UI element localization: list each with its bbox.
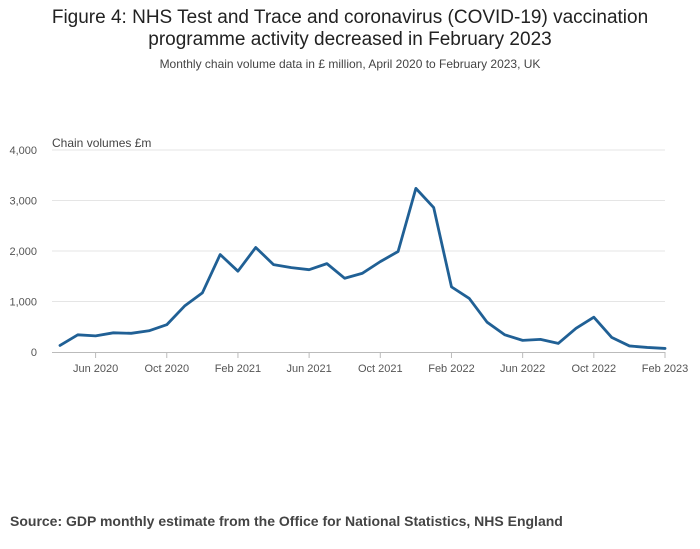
y-axis-label: Chain volumes £m: [52, 136, 151, 150]
x-tick-label: Jun 2021: [286, 363, 331, 375]
x-tick-label: Jun 2022: [500, 363, 545, 375]
data-point: [181, 302, 189, 310]
data-point: [252, 243, 260, 251]
y-tick-label: 3,000: [9, 196, 37, 208]
data-point: [625, 342, 633, 350]
data-point: [359, 269, 367, 277]
data-point: [127, 329, 135, 337]
y-tick-label: 4,000: [9, 145, 37, 157]
y-tick-label: 2,000: [9, 246, 37, 258]
chart-title: Figure 4: NHS Test and Trace and coronav…: [0, 7, 700, 51]
gridlines: [52, 149, 665, 302]
data-point: [661, 344, 669, 352]
data-point: [465, 294, 473, 302]
data-point: [163, 321, 171, 329]
x-tick-label: Oct 2022: [572, 363, 617, 375]
data-point: [554, 339, 562, 347]
x-tick-label: Feb 2023: [642, 363, 688, 375]
data-point: [145, 327, 153, 335]
data-point: [74, 331, 82, 339]
data-point: [590, 313, 598, 321]
data-point: [216, 251, 224, 259]
data-point: [270, 261, 278, 269]
data-point: [92, 332, 100, 340]
data-point: [572, 324, 580, 332]
y-tick-label: 1,000: [9, 297, 37, 309]
line-chart: Chain volumes £m 0 1,000 2,000 3,000 4,000 J…: [9, 136, 688, 375]
data-point: [287, 264, 295, 272]
data-point: [483, 318, 491, 326]
data-point: [109, 329, 117, 337]
data-point: [643, 343, 651, 351]
data-point: [341, 274, 349, 282]
data-point: [323, 260, 331, 268]
data-point: [501, 331, 509, 339]
series-line: [58, 186, 667, 350]
data-point: [608, 333, 616, 341]
y-axis-ticks: 0 1,000 2,000 3,000 4,000: [9, 145, 37, 359]
source-note: Source: GDP monthly estimate from the Of…: [10, 513, 563, 529]
data-point: [376, 258, 384, 266]
chart-subtitle: Monthly chain volume data in £ million, …: [159, 57, 541, 71]
y-tick-label: 0: [31, 347, 37, 359]
x-tick-label: Oct 2020: [144, 363, 189, 375]
data-point: [447, 283, 455, 291]
x-axis-ticks: Jun 2020 Oct 2020 Feb 2021 Jun 2021 Oct 2021…: [52, 352, 688, 375]
data-point: [305, 266, 313, 274]
data-point: [412, 184, 420, 192]
x-tick-label: Oct 2021: [358, 363, 403, 375]
chart-title-line-1: Figure 4: NHS Test and Trace and coronav…: [51, 7, 649, 28]
data-point: [56, 341, 64, 349]
chart-title-line-2: programme activity decreased in February…: [148, 29, 552, 50]
data-point: [519, 336, 527, 344]
data-point: [198, 289, 206, 297]
data-point: [234, 267, 242, 275]
data-points: [56, 184, 669, 352]
data-point: [536, 335, 544, 343]
data-point: [394, 248, 402, 256]
x-tick-label: Feb 2021: [215, 363, 261, 375]
x-tick-label: Jun 2020: [73, 363, 118, 375]
data-point: [430, 204, 438, 212]
x-tick-label: Feb 2022: [428, 363, 474, 375]
